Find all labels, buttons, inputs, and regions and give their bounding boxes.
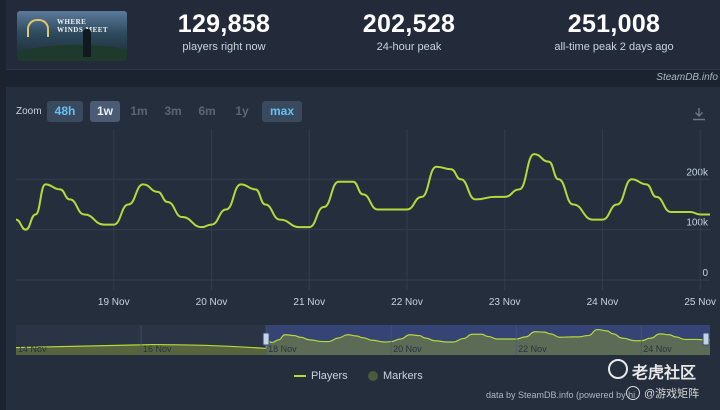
navigator-series-line <box>15 328 710 350</box>
navigator-handle <box>702 332 710 346</box>
legend-item-players[interactable]: Players <box>294 370 348 382</box>
stat-value: 251,008 <box>567 10 661 38</box>
watermark-weibo-icon <box>626 386 640 400</box>
y-tick-label: 100k <box>686 218 709 229</box>
zoom-48h-button[interactable]: 48h <box>47 101 83 122</box>
navigator-handle <box>262 332 270 346</box>
stat-label: players right now <box>182 41 266 53</box>
watermark: 老虎社区 @游戏矩阵 <box>608 357 720 410</box>
navigator-tick-label: 16 Nov <box>143 344 172 354</box>
series-line-players <box>15 153 711 231</box>
x-tick-label: 22 Nov <box>391 297 423 308</box>
steamdb-attribution[interactable]: SteamDB.info <box>656 72 718 83</box>
navigator-tick-label: 24 Nov <box>643 344 672 354</box>
stat-label: 24-hour peak <box>376 41 442 53</box>
game-thumbnail[interactable]: WHERE WINDS MEET <box>17 11 127 61</box>
data-attribution[interactable]: data by SteamDB.info (powered by hi <box>486 390 636 400</box>
legend-swatch-dot <box>368 371 378 382</box>
zoom-1m-button[interactable]: 1m <box>130 104 148 118</box>
stat-current-players: 129,858 players right now <box>164 10 284 53</box>
x-tick-label: 20 Nov <box>196 297 228 308</box>
stat-all-time-peak: 251,008 all-time peak 2 days ago <box>544 10 684 53</box>
game-thumbnail-title: WHERE WINDS MEET <box>57 18 109 34</box>
legend-label: Players <box>311 370 348 382</box>
watermark-text: 老虎社区 <box>632 365 697 382</box>
x-tick-label: 24 Nov <box>587 297 619 308</box>
watermark-logo-icon <box>608 359 628 379</box>
x-tick-label: 23 Nov <box>489 297 521 308</box>
navigator-tick-label: 18 Nov <box>268 344 297 354</box>
thumbnail-figure <box>83 29 91 57</box>
stat-label: all-time peak 2 days ago <box>554 41 674 53</box>
stat-value: 202,528 <box>362 10 456 38</box>
legend-item-markers[interactable]: Markers <box>368 370 423 382</box>
zoom-1w-button[interactable]: 1w <box>90 101 120 122</box>
zoom-max-button[interactable]: max <box>262 101 302 122</box>
player-chart[interactable]: 0 100k 200k 19 Nov 20 Nov 21 Nov 22 Nov 23 Nov 2… <box>6 87 720 410</box>
y-tick-label: 0 <box>702 268 708 279</box>
x-tick-label: 19 Nov <box>98 297 130 308</box>
game-logo-emblem <box>27 19 49 37</box>
navigator-tick-label: 14 Nov <box>18 344 47 354</box>
y-tick-label: 200k <box>686 167 709 178</box>
navigator-series-area <box>16 329 710 355</box>
navigator-tick-label: 20 Nov <box>393 344 422 354</box>
legend-label: Markers <box>383 370 423 382</box>
zoom-6m-button[interactable]: 6m <box>198 104 216 118</box>
watermark-handle: @游戏矩阵 <box>644 388 700 400</box>
stat-value: 129,858 <box>177 10 271 38</box>
legend-swatch-line <box>294 375 306 378</box>
stats-bar: WHERE WINDS MEET 129,858 players right n… <box>6 0 720 70</box>
zoom-3m-button[interactable]: 3m <box>164 104 182 118</box>
stat-24h-peak: 202,528 24-hour peak <box>349 10 469 53</box>
thumbnail-hill <box>17 45 127 61</box>
x-tick-label: 25 Nov <box>684 297 716 308</box>
navigator-tick-label: 22 Nov <box>518 344 547 354</box>
x-tick-label: 21 Nov <box>293 297 325 308</box>
download-icon[interactable] <box>692 107 706 121</box>
zoom-label: Zoom <box>16 106 42 117</box>
chart-panel: 0 100k 200k 19 Nov 20 Nov 21 Nov 22 Nov 23 Nov 2… <box>6 87 720 410</box>
zoom-1y-button[interactable]: 1y <box>235 104 249 118</box>
